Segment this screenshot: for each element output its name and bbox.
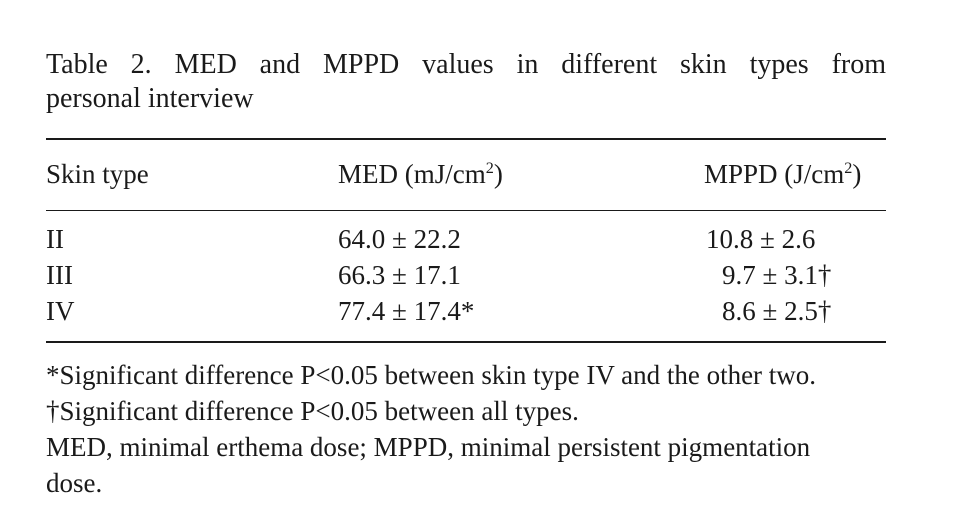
cell-med: 64.0 ± 22.2: [338, 224, 461, 254]
bottom-rule: [46, 341, 886, 343]
header-mppd-close: ): [852, 159, 862, 189]
header-row: Skin type MED (mJ/cm2) MPPD (J/cm2): [46, 154, 886, 194]
cell-skin-type: III: [46, 260, 73, 290]
header-mppd-sup: 2: [844, 159, 853, 177]
cell-skin-type: IV: [46, 296, 75, 326]
footnote-significance-all: †Significant difference P<0.05 between a…: [46, 396, 579, 426]
table-caption: Table 2. MED and MPPD values in differen…: [46, 48, 886, 116]
header-skin-type: Skin type: [46, 159, 149, 189]
table-row: IV 77.4 ± 17.4* 8.6 ± 2.5†: [46, 293, 886, 329]
cell-mppd: 9.7 ± 3.1†: [722, 260, 832, 290]
footnote-abbreviations: MED, minimal erthema dose; MPPD, minimal…: [46, 432, 811, 498]
header-rule: [46, 210, 886, 211]
table-body: II 64.0 ± 22.2 10.8 ± 2.6 III 66.3 ± 17.…: [46, 221, 886, 329]
table-block: Table 2. MED and MPPD values in differen…: [46, 48, 886, 501]
footnote-significance-iv: *Significant difference P<0.05 between s…: [46, 360, 817, 390]
top-rule: [46, 138, 886, 140]
header-med-sup: 2: [485, 159, 494, 177]
table-footnotes: *Significant difference P<0.05 between s…: [46, 357, 886, 501]
table-row: II 64.0 ± 22.2 10.8 ± 2.6: [46, 221, 886, 257]
cell-mppd: 10.8 ± 2.6: [706, 224, 816, 254]
cell-med: 66.3 ± 17.1: [338, 260, 461, 290]
caption-line-1: Table 2. MED and MPPD values in differen…: [46, 49, 886, 80]
cell-mppd: 8.6 ± 2.5†: [722, 296, 832, 326]
table-row: III 66.3 ± 17.1 9.7 ± 3.1†: [46, 257, 886, 293]
header-mppd: MPPD (J/cm2): [704, 154, 861, 194]
header-med: MED (mJ/cm2): [338, 154, 503, 194]
header-med-close: ): [493, 159, 503, 189]
header-mppd-text: MPPD (J/cm: [704, 159, 845, 189]
header-med-text: MED (mJ/cm: [338, 159, 486, 189]
cell-med: 77.4 ± 17.4*: [338, 296, 475, 326]
caption-line-2: personal interview: [46, 83, 254, 114]
cell-skin-type: II: [46, 224, 64, 254]
